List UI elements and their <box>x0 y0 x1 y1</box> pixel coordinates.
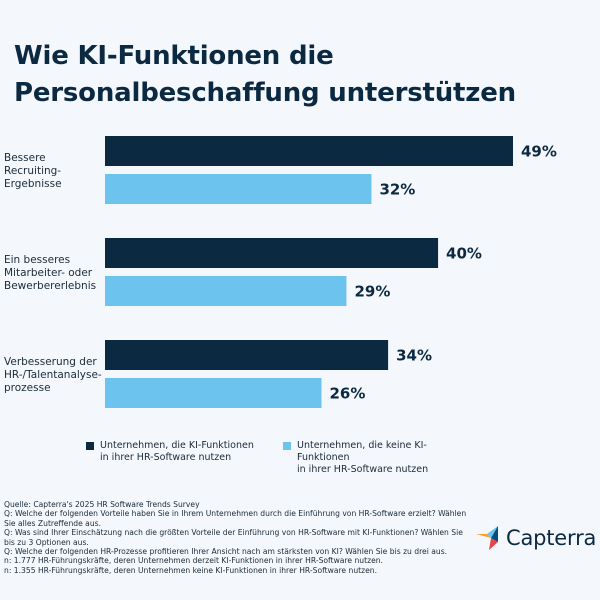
legend-item-with-ai: Unternehmen, die KI-Funktionen in ihrer … <box>86 440 270 464</box>
legend-swatch-with-ai <box>86 442 94 450</box>
value-label: 49% <box>521 143 557 161</box>
source-notes: Quelle: Capterra's 2025 HR Software Tren… <box>4 500 469 575</box>
value-label: 40% <box>446 245 482 263</box>
category-label-line: Bessere <box>4 152 46 164</box>
sample-line: n: 1.355 HR-Führungskräfte, deren Untern… <box>4 565 378 575</box>
question-line: Q: Welche der folgenden HR-Prozesse prof… <box>4 547 448 557</box>
category-label: Bessere Recruiting-Ergebnisse <box>4 152 62 190</box>
sample-line: n: 1.777 HR-Führungskräfte, deren Untern… <box>4 556 383 566</box>
value-label: 34% <box>396 347 432 365</box>
bar <box>105 136 513 166</box>
question-line: Q: Was sind Ihrer Einschätzung nach die … <box>4 528 463 547</box>
legend-swatch-without-ai <box>283 442 291 450</box>
bar <box>105 238 439 268</box>
value-label: 26% <box>329 385 365 403</box>
category-label-line: Recruiting- <box>4 165 61 177</box>
bar-chart: Bessere Recruiting-Ergebnisse 49% 32% Ein be… <box>4 136 557 408</box>
legend-label-with-ai: Unternehmen, die KI-Funktionen in ihrer … <box>100 440 254 463</box>
legend-item-without-ai: Unternehmen, die keine KI-Funktionen in … <box>283 440 467 476</box>
question-line: Q: Welche der folgenden Vorteile haben S… <box>4 509 467 528</box>
category-label: Verbesserung der HR-/Talentanalyse-prozes… <box>4 356 102 394</box>
bar <box>105 276 347 306</box>
source-line: Quelle: Capterra's 2025 HR Software Tren… <box>4 500 200 509</box>
category-label-line: Mitarbeiter- oder <box>4 267 93 279</box>
category-label-line: HR-/Talentanalyse- <box>4 369 102 381</box>
capterra-logo: Capterra <box>476 526 596 550</box>
chart-title: Wie KI-Funktionen die Personalbeschaffun… <box>14 41 516 108</box>
category-label-line: prozesse <box>4 382 51 394</box>
legend-label-without-ai: Unternehmen, die keine KI-Funktionen in … <box>297 440 429 475</box>
value-label: 29% <box>354 283 390 301</box>
capterra-logo-text: Capterra <box>506 526 597 550</box>
capterra-logo-icon <box>476 526 498 550</box>
category-label-line: Verbesserung der <box>4 356 97 368</box>
category-label: Ein besseres Mitarbeiter- oder Bewerbererl… <box>4 254 96 292</box>
category-label-line: Ergebnisse <box>4 178 62 190</box>
bar <box>105 340 389 370</box>
category-label-line: Ein besseres <box>4 254 70 266</box>
bar <box>105 174 372 204</box>
value-label: 32% <box>379 181 415 199</box>
bar <box>105 378 322 408</box>
category-label-line: Bewerbererlebnis <box>4 280 96 292</box>
